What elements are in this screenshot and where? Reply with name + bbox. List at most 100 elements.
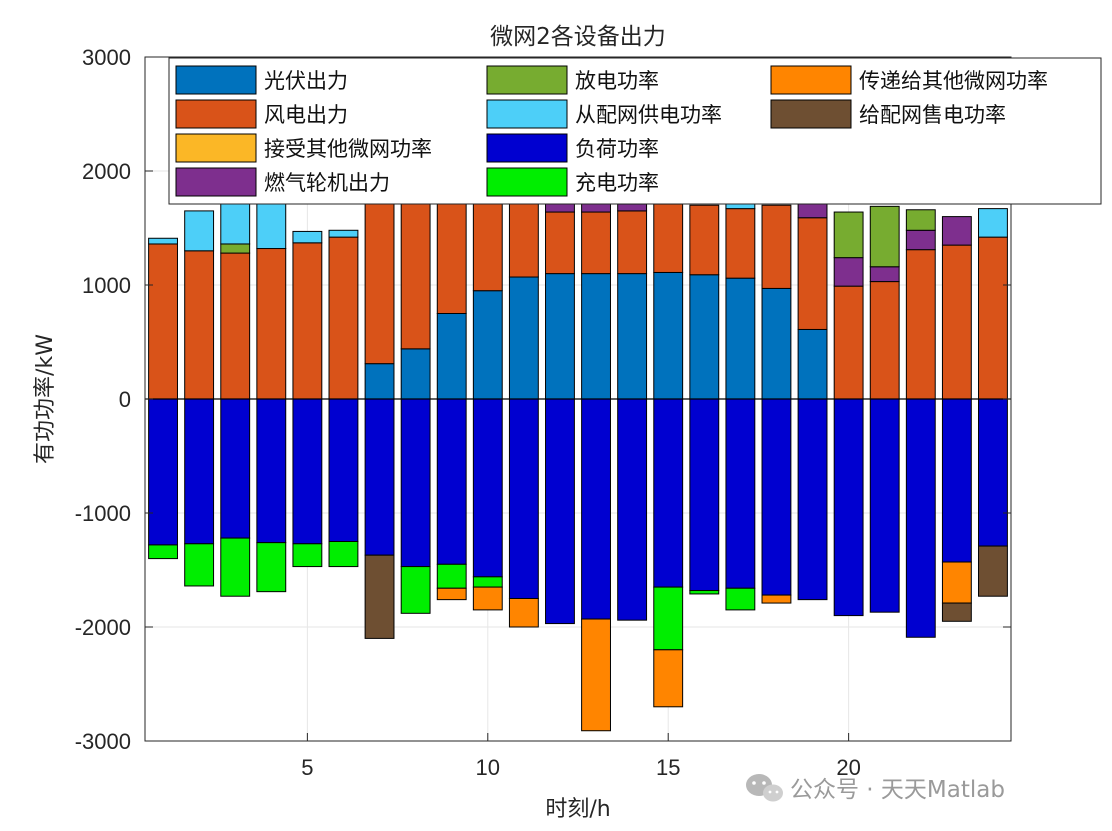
bar-segment [472,398,503,578]
legend-label: 从配网供电功率 [575,103,722,127]
bar-segment [472,290,503,400]
tick-labels: 5 10 15 20 -3000 -2000 -1000 0 1000 2000 3000 [75,45,861,780]
bar-segment [220,398,251,539]
legend-swatch [175,99,257,129]
bar-segment [689,204,720,276]
bar-segment [436,563,467,589]
bar-segment [905,398,936,638]
bar-segment [545,211,575,275]
bar-segment [328,236,359,400]
bar-segment [653,649,684,708]
x-tick-label: 20 [836,755,860,780]
bar-segment [292,398,323,545]
bar-segment [508,398,539,599]
bar-segment [725,398,756,589]
y-tick-label: -3000 [75,729,131,754]
bar-segment [400,186,431,350]
legend-label: 传递给其他微网功率 [859,69,1048,93]
legend-item: 燃气轮机出力 [175,167,390,197]
bar-segment [256,542,287,593]
x-tick-label: 10 [476,755,500,780]
bar-segment [689,590,720,595]
bar-segment [581,398,611,620]
bar-segment [941,244,972,400]
legend-label: 光伏出力 [264,69,348,93]
legend-box [168,57,1102,205]
watermark-text: 公众号 · 天天Matlab [790,777,1005,803]
bar-segment [833,257,864,287]
bar-segment [689,274,720,400]
bars [148,164,1008,732]
bar-segment [364,398,395,556]
bar-segment [364,199,395,365]
legend-swatch [486,65,568,95]
bar-segment [184,210,215,252]
legend-item: 充电功率 [486,167,659,197]
bar-segment [148,243,178,400]
legend-item: 风电出力 [175,99,348,129]
bar-segment [725,208,756,279]
legend-label: 放电功率 [575,69,659,93]
bar-segment [364,554,395,639]
bar-segment [148,544,178,560]
y-tick-label: 1000 [82,273,131,298]
bar-segment [978,545,1008,597]
bar-segment [581,618,611,732]
legend-item: 负荷功率 [486,133,659,163]
bar-segment [256,202,287,250]
bar-segment [978,236,1008,400]
bar-segment [797,328,828,400]
bar-segment [761,204,792,289]
legend-swatch [770,99,852,129]
legend-swatch [770,65,852,95]
bar-segment [256,398,287,544]
bar-segment [292,242,323,400]
bar-segment [292,543,323,568]
y-axis-label: 有功功率/kW [33,334,58,464]
bar-segment [833,285,864,400]
bar-segment [436,398,467,565]
bar-segment [941,602,972,622]
bar-segment [545,273,575,400]
x-tick-label: 5 [301,755,313,780]
y-tick-label: 0 [119,387,131,412]
bar-segment [797,217,828,330]
bar-segment [978,208,1008,238]
bar-segment [184,250,215,400]
x-tick-label: 15 [656,755,680,780]
bar-segment [472,586,503,611]
x-axis-label: 时刻/h [545,797,610,822]
bar-segment [869,205,900,268]
bar-segment [761,594,792,604]
bar-segment [400,566,431,614]
y-tick-label: 3000 [82,45,131,70]
legend-item: 接受其他微网功率 [175,133,432,163]
watermark: 公众号 · 天天Matlab [746,774,1005,803]
legend-swatch [175,65,257,95]
bar-segment [508,276,539,400]
bar-segment [472,576,503,588]
legend-swatch [486,167,568,197]
bar-segment [581,211,611,275]
bar-segment [220,252,251,400]
bar-segment [833,211,864,259]
bar-segment [220,537,251,597]
bar-segment [653,398,684,588]
bar-segment [869,281,900,400]
bar-segment [941,398,972,563]
bar-segment [436,587,467,601]
bar-segment [689,398,720,592]
bar-segment [148,398,178,546]
bar-segment [761,398,792,596]
bar-segment [797,398,828,601]
legend-item: 放电功率 [486,65,659,95]
bar-segment [653,203,684,273]
bar-segment [508,598,539,628]
bar-segment [869,398,900,613]
legend-swatch [486,99,568,129]
bar-segment [184,398,215,545]
wechat-icon [746,774,783,802]
legend-item: 光伏出力 [175,65,348,95]
